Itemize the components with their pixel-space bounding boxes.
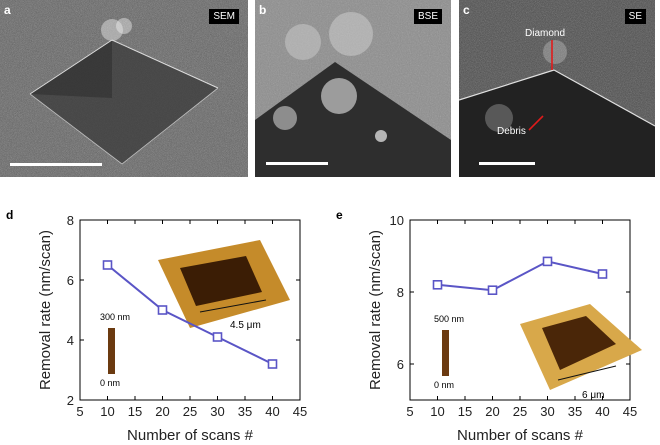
y-tick-label: 8 <box>67 213 74 228</box>
debris-label: Debris <box>497 126 526 137</box>
data-point <box>432 280 443 290</box>
data-point <box>597 269 608 279</box>
inset-scale-label: 6 μm <box>582 390 604 401</box>
panel-tag-se: SE <box>624 9 646 24</box>
sem-micrograph <box>0 0 248 177</box>
afm-well <box>542 316 616 370</box>
data-point <box>212 332 223 342</box>
debris-arrow <box>528 115 544 131</box>
x-tick-label: 45 <box>623 404 637 419</box>
scale-bar <box>10 163 102 166</box>
bse-image-panel: b BSE <box>255 0 451 177</box>
x-axis-label: Number of scans # <box>127 427 254 444</box>
panel-letter-c: c <box>463 3 470 17</box>
panel-letter-a: a <box>4 3 11 17</box>
panel-letter-d: d <box>6 208 14 222</box>
x-axis-label: Number of scans # <box>457 427 584 444</box>
y-tick-label: 6 <box>67 273 74 288</box>
panel-tag-bse: BSE <box>413 9 442 24</box>
inset-scale-line <box>199 299 267 313</box>
x-tick-label: 30 <box>210 404 224 419</box>
x-tick-label: 20 <box>485 404 499 419</box>
chart-e: 5 10 15 20 25 30 35 40 45 6 8 10 Number of scans # Re… <box>330 200 660 445</box>
series-line <box>437 260 603 292</box>
x-tick-label: 20 <box>155 404 169 419</box>
x-tick-label: 15 <box>128 404 142 419</box>
y-tick-label: 2 <box>67 393 74 408</box>
x-tick-label: 45 <box>293 404 307 419</box>
afm-inset: 6 μm 500 nm 0 nm <box>434 304 642 401</box>
x-tick-label: 15 <box>458 404 472 419</box>
data-point <box>267 359 278 369</box>
colorbar-bottom-label: 0 nm <box>434 380 454 390</box>
x-tick-label: 40 <box>595 404 609 419</box>
panel-letter-e: e <box>336 208 343 222</box>
se-image-panel: c SE Diamond Debris <box>459 0 655 177</box>
colorbar <box>442 330 449 376</box>
scale-bar <box>479 162 535 165</box>
diamond-label: Diamond <box>525 28 566 39</box>
sem-image-panel: a SEM <box>0 0 248 177</box>
data-point <box>102 260 113 270</box>
colorbar-top-label: 300 nm <box>100 312 130 322</box>
x-tick-label: 10 <box>430 404 444 419</box>
y-tick-label: 6 <box>397 357 404 372</box>
afm-well <box>180 256 262 306</box>
chart-d: 5 10 15 20 25 30 35 40 45 2 4 6 8 Number of scans # Re… <box>0 200 330 445</box>
x-tick-label: 25 <box>183 404 197 419</box>
y-tick-label: 4 <box>67 333 74 348</box>
x-tick-label: 35 <box>568 404 582 419</box>
data-point <box>542 256 553 267</box>
panel-letter-b: b <box>259 3 267 17</box>
y-tick-label: 10 <box>390 213 404 228</box>
data-point <box>487 285 498 295</box>
inset-scale-line <box>557 365 617 381</box>
data-point <box>157 305 168 315</box>
x-tick-label: 35 <box>238 404 252 419</box>
y-axis-label: Removal rate (nm/scan) <box>37 230 54 390</box>
series-line <box>106 264 273 365</box>
x-tick-label: 25 <box>513 404 527 419</box>
scale-bar <box>266 162 328 165</box>
x-tick-label: 40 <box>265 404 279 419</box>
bse-micrograph <box>255 0 451 177</box>
se-micrograph <box>459 0 655 177</box>
x-tick-label: 5 <box>406 404 413 419</box>
x-tick-label: 5 <box>76 404 83 419</box>
y-tick-label: 8 <box>397 285 404 300</box>
chart-d-svg: 5 10 15 20 25 30 35 40 45 2 4 6 8 Number of scans # Re… <box>37 213 307 444</box>
x-tick-label: 10 <box>100 404 114 419</box>
y-axis-label: Removal rate (nm/scan) <box>367 230 384 390</box>
panel-tag-sem: SEM <box>209 9 239 24</box>
x-tick-label: 30 <box>540 404 554 419</box>
colorbar <box>108 328 115 374</box>
colorbar-top-label: 500 nm <box>434 314 464 324</box>
chart-e-svg: 5 10 15 20 25 30 35 40 45 6 8 10 Number of scans # Re… <box>367 213 642 444</box>
colorbar-bottom-label: 0 nm <box>100 378 120 388</box>
inset-scale-label: 4.5 μm <box>230 320 261 331</box>
afm-inset: 4.5 μm 300 nm 0 nm <box>100 240 290 388</box>
